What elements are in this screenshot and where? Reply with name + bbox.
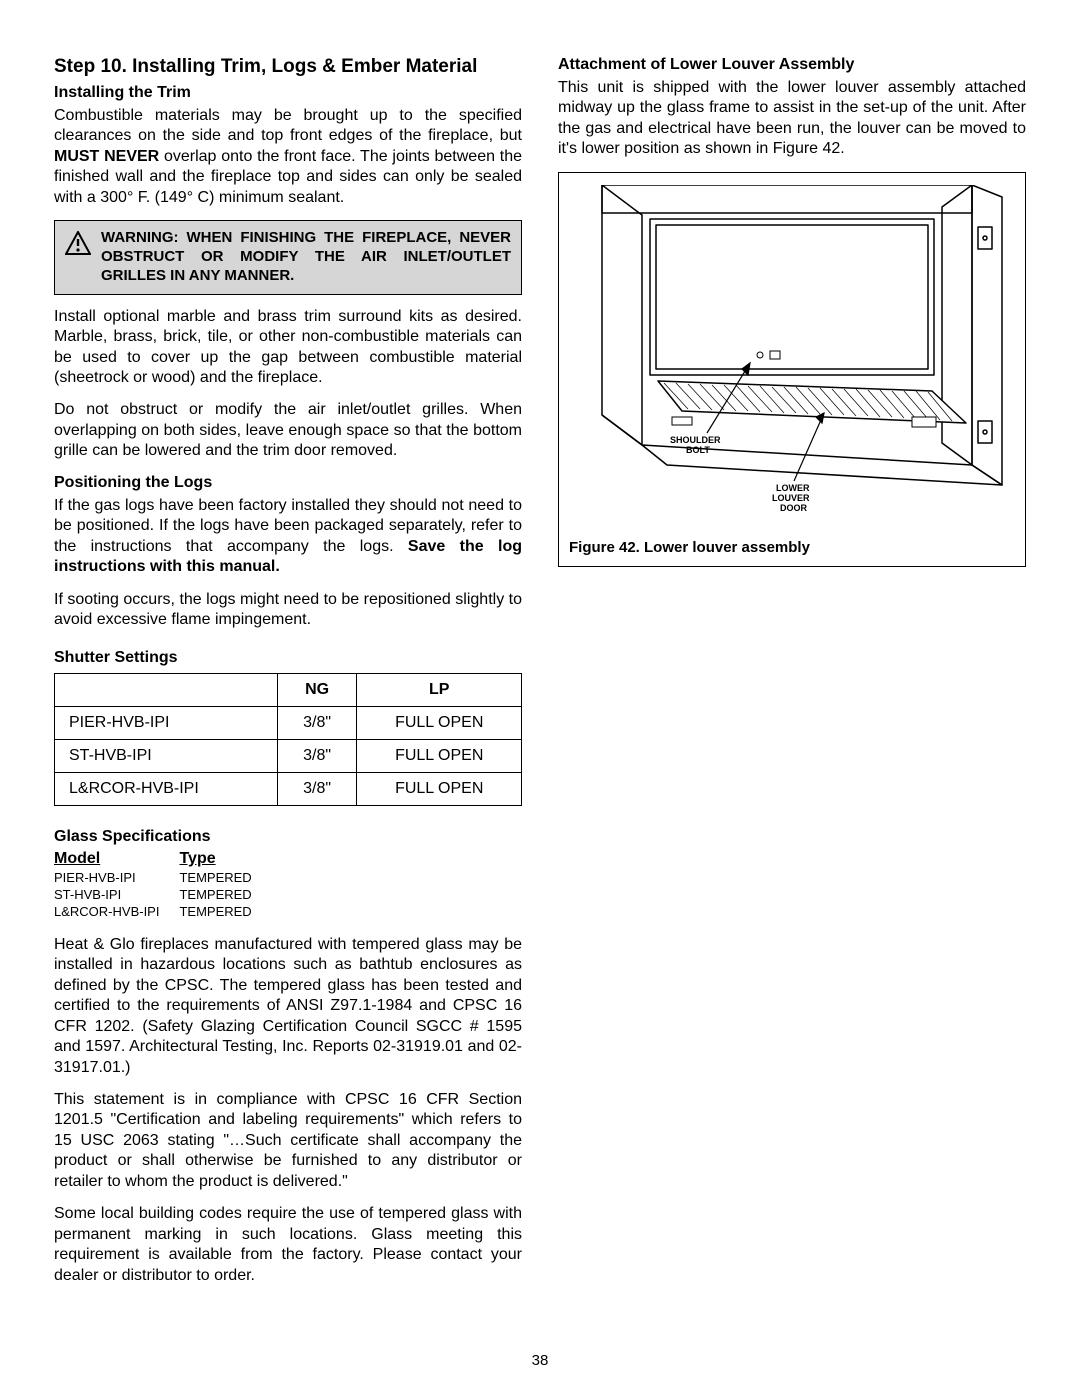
- shutter-cell: 3/8": [277, 772, 357, 805]
- shutter-col-blank: [55, 673, 278, 706]
- figure-caption: Figure 42. Lower louver assembly: [569, 539, 1015, 556]
- trim-paragraph-2: Install optional marble and brass trim s…: [54, 307, 522, 389]
- glass-paragraph-2: This statement is in compliance with CPS…: [54, 1090, 522, 1192]
- lower-louver-diagram: SHOULDER BOLT LOWER LOUVER DOOR: [569, 185, 1015, 525]
- table-row: ST-HVB-IPI TEMPERED: [54, 885, 272, 902]
- right-column: Attachment of Lower Louver Assembly This…: [558, 56, 1026, 1298]
- glass-col-model: Model: [54, 850, 179, 868]
- diagram-label-louver-1: LOWER: [776, 483, 810, 493]
- shutter-cell: ST-HVB-IPI: [55, 739, 278, 772]
- logs-paragraph-2: If sooting occurs, the logs might need t…: [54, 590, 522, 631]
- diagram-label-shoulder-1: SHOULDER: [670, 435, 721, 445]
- glass-cell: ST-HVB-IPI: [54, 885, 179, 902]
- attachment-paragraph: This unit is shipped with the lower louv…: [558, 78, 1026, 160]
- glass-cell: TEMPERED: [179, 885, 271, 902]
- shutter-cell: FULL OPEN: [357, 772, 522, 805]
- glass-cell: PIER-HVB-IPI: [54, 868, 179, 885]
- shutter-cell: 3/8": [277, 739, 357, 772]
- table-row: L&RCOR-HVB-IPI TEMPERED: [54, 902, 272, 919]
- shutter-cell: PIER-HVB-IPI: [55, 706, 278, 739]
- warning-text: WARNING: WHEN FINISHING THE FIREPLACE, N…: [101, 229, 511, 285]
- glass-col-type: Type: [179, 850, 271, 868]
- trim-paragraph-1: Combustible materials may be brought up …: [54, 106, 522, 208]
- page-number: 38: [0, 1352, 1080, 1369]
- warning-icon: [65, 231, 91, 260]
- diagram-label-louver-3: DOOR: [780, 503, 808, 513]
- figure-42-box: SHOULDER BOLT LOWER LOUVER DOOR Figure 4…: [558, 172, 1026, 567]
- glass-paragraph-3: Some local building codes require the us…: [54, 1204, 522, 1286]
- logs-paragraph-1: If the gas logs have been factory instal…: [54, 496, 522, 578]
- attachment-heading: Attachment of Lower Louver Assembly: [558, 56, 1026, 74]
- warning-box: WARNING: WHEN FINISHING THE FIREPLACE, N…: [54, 220, 522, 294]
- shutter-cell: FULL OPEN: [357, 739, 522, 772]
- trim-p1a: Combustible materials may be brought up …: [54, 107, 522, 144]
- left-column: Step 10. Installing Trim, Logs & Ember M…: [54, 56, 522, 1298]
- glass-table: Model Type PIER-HVB-IPI TEMPERED ST-HVB-…: [54, 850, 272, 919]
- trim-paragraph-3: Do not obstruct or modify the air inlet/…: [54, 400, 522, 461]
- table-row: Model Type: [54, 850, 272, 868]
- glass-cell: TEMPERED: [179, 902, 271, 919]
- table-row: L&RCOR-HVB-IPI 3/8" FULL OPEN: [55, 772, 522, 805]
- installing-trim-heading: Installing the Trim: [54, 84, 522, 102]
- diagram-label-shoulder-2: BOLT: [686, 445, 710, 455]
- diagram-label-louver-2: LOUVER: [772, 493, 810, 503]
- shutter-cell: 3/8": [277, 706, 357, 739]
- positioning-logs-heading: Positioning the Logs: [54, 474, 522, 492]
- shutter-cell: L&RCOR-HVB-IPI: [55, 772, 278, 805]
- shutter-col-lp: LP: [357, 673, 522, 706]
- shutter-table: NG LP PIER-HVB-IPI 3/8" FULL OPEN ST-HVB…: [54, 673, 522, 806]
- step-title: Step 10. Installing Trim, Logs & Ember M…: [54, 56, 522, 78]
- shutter-settings-heading: Shutter Settings: [54, 649, 522, 667]
- table-row: PIER-HVB-IPI TEMPERED: [54, 868, 272, 885]
- glass-spec-heading: Glass Specifications: [54, 828, 522, 846]
- table-row: NG LP: [55, 673, 522, 706]
- trim-p1-bold: MUST NEVER: [54, 148, 159, 165]
- shutter-cell: FULL OPEN: [357, 706, 522, 739]
- shutter-col-ng: NG: [277, 673, 357, 706]
- table-row: ST-HVB-IPI 3/8" FULL OPEN: [55, 739, 522, 772]
- glass-paragraph-1: Heat & Glo fireplaces manufactured with …: [54, 935, 522, 1078]
- table-row: PIER-HVB-IPI 3/8" FULL OPEN: [55, 706, 522, 739]
- glass-cell: TEMPERED: [179, 868, 271, 885]
- glass-cell: L&RCOR-HVB-IPI: [54, 902, 179, 919]
